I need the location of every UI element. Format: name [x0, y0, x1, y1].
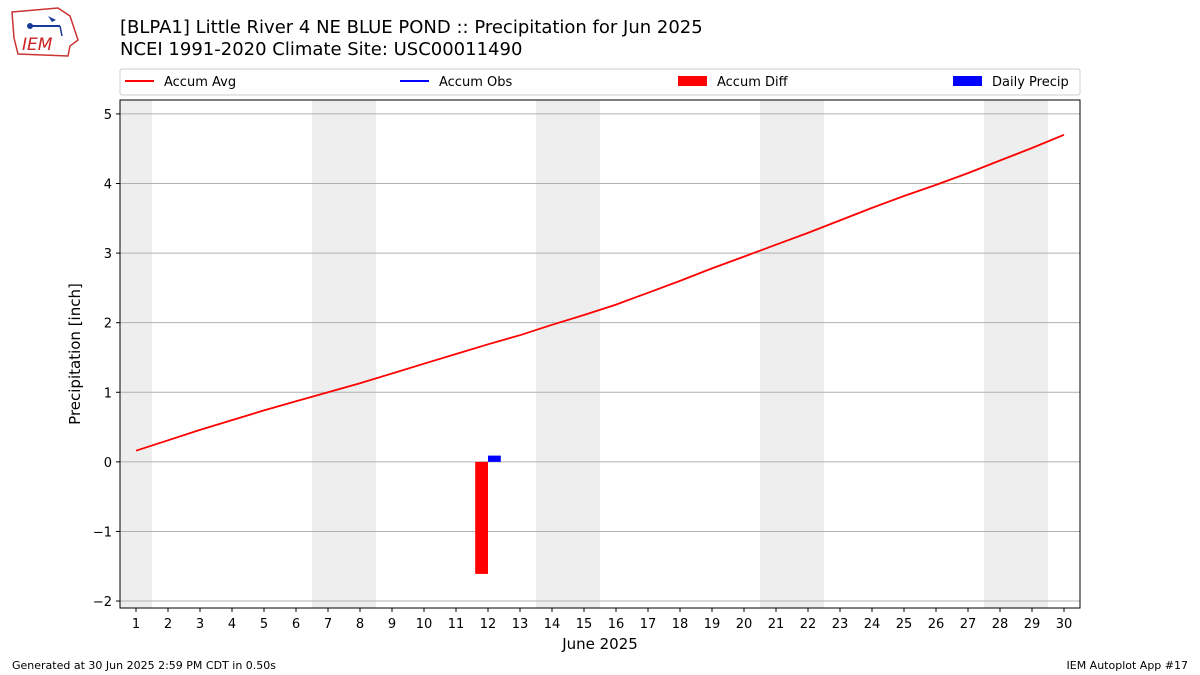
x-tick-label: 6 [292, 617, 300, 632]
y-tick-label: 3 [104, 247, 112, 262]
x-tick-label: 16 [608, 617, 625, 632]
weekend-band [984, 100, 1048, 608]
y-tick-label: 2 [104, 317, 112, 332]
x-tick-label: 8 [356, 617, 364, 632]
x-axis-label: June 2025 [561, 635, 638, 653]
x-tick-label: 11 [448, 617, 465, 632]
y-tick-label: 4 [104, 178, 112, 193]
plot-area-frame [119, 99, 1081, 609]
x-tick-label: 28 [992, 617, 1009, 632]
x-tick-label: 30 [1056, 617, 1073, 632]
chart-title: [BLPA1] Little River 4 NE BLUE POND :: P… [120, 17, 703, 38]
x-tick-label: 12 [480, 617, 497, 632]
x-tick-label: 13 [512, 617, 529, 632]
legend-label-accum-obs: Accum Obs [439, 75, 512, 90]
weekend-band [760, 100, 824, 608]
chart-subtitle: NCEI 1991-2020 Climate Site: USC00011490 [120, 39, 523, 60]
axis-ticks: 1 2 3 4 5 6 7 8 9 10 11 12 13 14 15 16 17 18 19 20 21 22 23 24 2… [93, 108, 1072, 632]
x-tick-label: 9 [388, 617, 396, 632]
x-tick-label: 7 [324, 617, 332, 632]
weekend-shading [120, 100, 1048, 608]
y-tick-label: −2 [93, 595, 112, 610]
weekend-band [312, 100, 376, 608]
x-tick-label: 1 [132, 617, 140, 632]
x-tick-label: 2 [164, 617, 172, 632]
x-tick-label: 14 [544, 617, 561, 632]
x-tick-label: 20 [736, 617, 753, 632]
grid-lines [120, 113, 1080, 602]
x-tick-label: 24 [864, 617, 881, 632]
y-axis-label: Precipitation [inch] [66, 283, 84, 425]
iem-logo: IEM [8, 6, 80, 60]
legend: Accum Avg Accum Obs Accum Diff Daily Precip [119, 68, 1081, 96]
x-tick-label: 22 [800, 617, 817, 632]
x-tick-label: 15 [576, 617, 593, 632]
x-tick-label: 21 [768, 617, 785, 632]
accum-diff-bar [475, 461, 488, 574]
generated-timestamp: Generated at 30 Jun 2025 2:59 PM CDT in … [12, 659, 277, 672]
y-tick-label: 0 [104, 456, 112, 471]
y-tick-label: 1 [104, 386, 112, 401]
x-tick-label: 5 [260, 617, 268, 632]
legend-swatch-accum-diff [678, 76, 707, 86]
x-tick-label: 18 [672, 617, 689, 632]
x-tick-label: 3 [196, 617, 204, 632]
x-tick-label: 10 [416, 617, 433, 632]
line-series [135, 133, 1065, 452]
svg-text:IEM: IEM [22, 35, 53, 55]
x-tick-label: 26 [928, 617, 945, 632]
x-tick-label: 27 [960, 617, 977, 632]
daily-precip-bar [488, 455, 501, 462]
accum-avg-line [135, 133, 1065, 452]
bar-series [475, 455, 501, 574]
legend-swatch-daily-precip [953, 76, 982, 86]
x-tick-label: 25 [896, 617, 913, 632]
weekend-band [120, 100, 152, 608]
legend-label-daily-precip: Daily Precip [992, 75, 1069, 90]
x-tick-label: 19 [704, 617, 721, 632]
y-tick-label: 5 [104, 108, 112, 123]
weekend-band [536, 100, 600, 608]
y-tick-label: −1 [93, 525, 112, 540]
x-tick-label: 23 [832, 617, 849, 632]
legend-label-accum-avg: Accum Avg [164, 75, 236, 90]
x-tick-label: 29 [1024, 617, 1041, 632]
x-tick-label: 17 [640, 617, 657, 632]
legend-box [119, 68, 1081, 96]
app-credit: IEM Autoplot App #17 [1066, 659, 1189, 672]
x-tick-label: 4 [228, 617, 236, 632]
legend-label-accum-diff: Accum Diff [717, 75, 789, 90]
